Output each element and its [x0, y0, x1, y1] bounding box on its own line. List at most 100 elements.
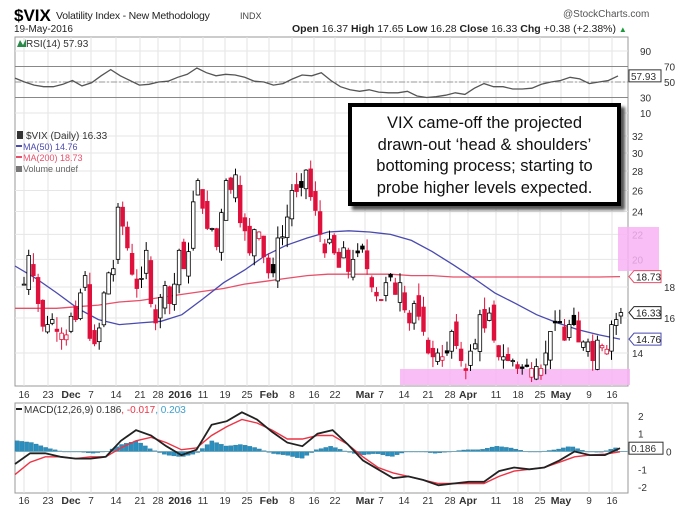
candlestick [421, 296, 426, 336]
candle-body [139, 278, 144, 280]
close-value-tag [628, 306, 662, 320]
x-tick-label: 25 [534, 496, 546, 507]
candle-body [190, 201, 196, 249]
candlestick [529, 362, 534, 383]
candlestick [275, 226, 280, 288]
candle-body [458, 348, 464, 362]
macd-line [14, 411, 621, 487]
macd-histogram-bar [380, 451, 386, 456]
x-tick-label: 14 [398, 390, 410, 401]
candlestick [336, 248, 342, 268]
macd-tick-label: 0 [666, 448, 672, 459]
candlestick [463, 363, 468, 380]
candlestick [346, 247, 351, 279]
chg-label: Chg [520, 23, 541, 35]
candle-body [369, 277, 374, 288]
candlestick [515, 361, 520, 374]
macd-histogram-bar [228, 445, 234, 452]
macd-histogram-bar [295, 451, 300, 458]
candlestick [487, 307, 492, 322]
open-label: Open [292, 23, 319, 35]
candlestick [576, 311, 581, 343]
macd-histogram-bar [390, 451, 395, 457]
candlestick [317, 200, 323, 243]
x-tick-label: Feb [260, 495, 279, 507]
candle-body [360, 245, 365, 250]
candle-body [552, 320, 558, 324]
volume-legend-icon [16, 166, 22, 172]
candle-body [388, 274, 393, 278]
candlestick [482, 297, 487, 333]
candle-body [374, 291, 379, 297]
candle-body [50, 319, 55, 324]
x-tick-label: 11 [198, 496, 209, 507]
candlestick [200, 189, 205, 214]
candle-body [529, 368, 534, 378]
x-tick-label: May [551, 495, 572, 507]
candle-body [378, 299, 384, 301]
candle-body [181, 241, 186, 270]
candle-body [186, 251, 191, 277]
candlestick [111, 259, 116, 282]
close-value: 16.33 [491, 23, 518, 35]
macd-histogram-bar [143, 445, 148, 452]
ma200-value-tag [628, 270, 662, 284]
macd-histogram-bar [238, 444, 243, 452]
macd-histogram-bar [304, 451, 310, 456]
macd-histogram-bar [24, 441, 29, 452]
candlestick [59, 327, 64, 350]
candlestick [115, 202, 121, 264]
candlestick [45, 315, 50, 334]
candle-body [289, 190, 295, 220]
candle-body [176, 249, 182, 286]
candle-body [21, 283, 27, 286]
candlestick [280, 225, 285, 246]
candlestick [472, 338, 478, 350]
candlestick [205, 190, 210, 230]
candlestick [266, 253, 271, 279]
candlestick [181, 238, 186, 270]
ma200-line [15, 273, 621, 309]
x-tick-label: 8 [289, 390, 295, 401]
macd-histogram-bar [38, 445, 44, 452]
annotation-line: probe higher levels expected. [376, 178, 593, 197]
candle-body [87, 284, 92, 339]
macd-histogram-bar [204, 444, 210, 452]
candle-body [313, 191, 318, 211]
candle-body [284, 216, 290, 239]
candle-body [35, 277, 41, 304]
candle-body [327, 238, 332, 244]
x-tick-label: 16 [308, 390, 320, 401]
candle-body [581, 341, 586, 348]
candle-body [97, 327, 102, 343]
candle-body [73, 305, 78, 320]
ma50-value-tag [628, 332, 662, 346]
candle-body [571, 314, 577, 325]
candlestick [360, 243, 365, 253]
macd-histogram-bar [214, 442, 219, 452]
candle-body [496, 345, 501, 358]
candlestick [505, 347, 511, 362]
candlestick [101, 291, 107, 328]
annotation-line: drawn-out ‘head & shoulders’ [377, 135, 592, 154]
candlestick [430, 340, 436, 368]
candle-body [120, 206, 125, 227]
candle-body [200, 189, 205, 209]
candle-body [308, 168, 313, 198]
macd-histogram-bar [219, 444, 224, 452]
candle-body [520, 366, 525, 369]
macd-histogram-bar [489, 446, 495, 452]
macd-histogram-bar [504, 447, 509, 452]
macd-histogram-bar [508, 447, 514, 452]
brand-logo[interactable]: @StockCharts.com [563, 9, 650, 20]
candlestick [176, 248, 182, 294]
x-tick-label: Apr [459, 389, 477, 401]
candlestick [261, 235, 266, 264]
candlestick [31, 253, 36, 282]
chart-date: 19-May-2016 [14, 24, 73, 35]
x-tick-label: 8 [289, 496, 295, 507]
candle-body [618, 312, 624, 317]
candle-body [501, 356, 506, 361]
candlestick [552, 310, 558, 331]
